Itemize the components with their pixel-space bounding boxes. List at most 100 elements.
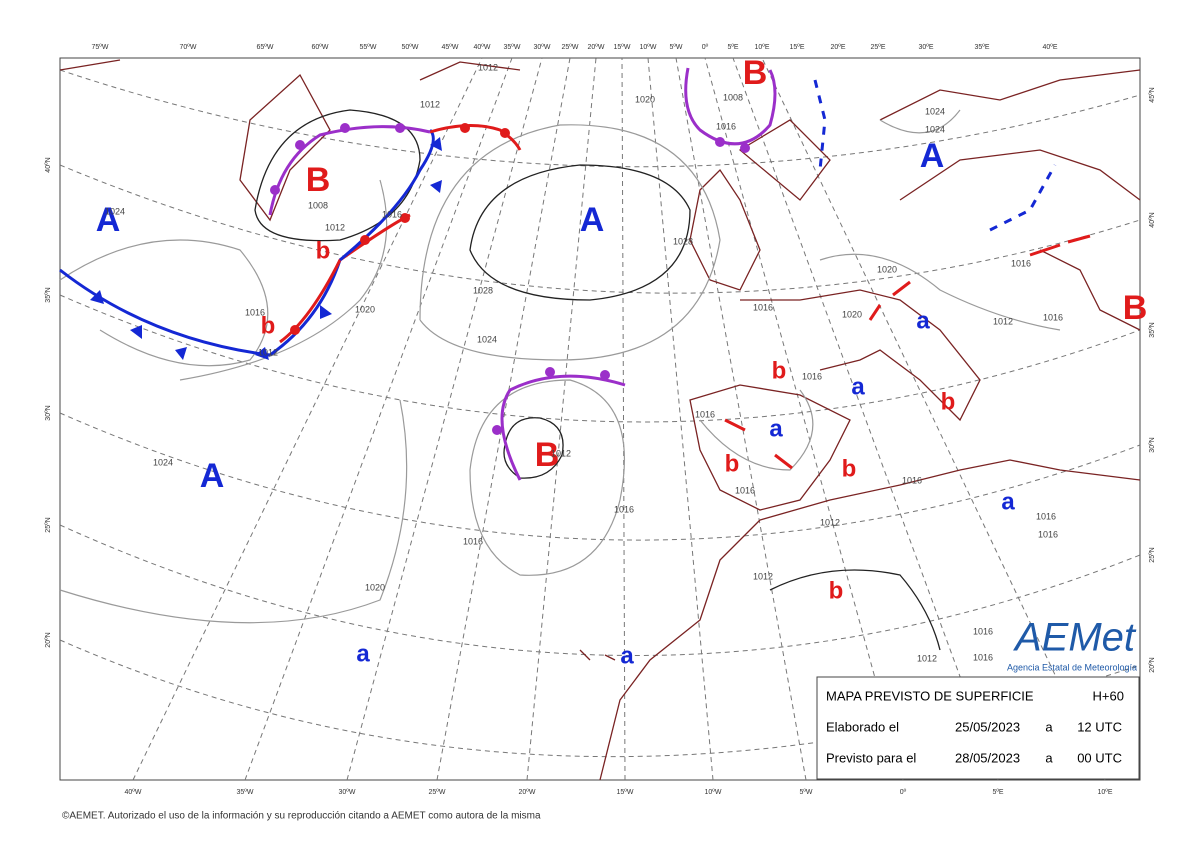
coastlines xyxy=(59,59,1141,781)
isobar-label: 1028 xyxy=(473,285,493,295)
meridian xyxy=(132,57,483,781)
isobar-label: 1012 xyxy=(478,62,498,72)
isobar-label: 1024 xyxy=(105,206,125,216)
pressure-center: A xyxy=(96,201,121,239)
bottom-label: 30ºW xyxy=(339,789,356,796)
pressure-center: A xyxy=(200,457,225,495)
isobar-label: 1016 xyxy=(802,371,822,381)
top-label: 10ºE xyxy=(754,44,769,51)
logo: AEMet Agencia Estatal de Meteorología xyxy=(1007,616,1137,673)
top-label: 70ºW xyxy=(180,44,197,51)
pressure-center: b xyxy=(261,312,276,339)
top-label: 0º xyxy=(702,44,709,51)
top-label: 75ºW xyxy=(92,44,109,51)
right-label: 30ºN xyxy=(1149,437,1156,452)
meridian xyxy=(704,57,904,781)
logo-name: AEMet xyxy=(1013,616,1137,660)
pressure-center: B xyxy=(306,161,331,199)
pressure-center: A xyxy=(580,201,605,239)
isobar-label: 1012 xyxy=(917,653,937,663)
top-label: 40ºW xyxy=(474,44,491,51)
bottom-label: 10ºE xyxy=(1097,789,1112,796)
isobar-label: 1012 xyxy=(993,316,1013,326)
pressure-center: a xyxy=(356,640,370,667)
isobar-label: 1024 xyxy=(925,106,945,116)
pressure-center: b xyxy=(725,450,740,477)
right-label: 45ºN xyxy=(1149,87,1156,102)
top-label: 5ºW xyxy=(669,44,682,51)
fronts xyxy=(59,67,1091,481)
meridian xyxy=(346,57,543,781)
bottom-label: 35ºW xyxy=(237,789,254,796)
top-label: 10ºW xyxy=(640,44,657,51)
isobar-label: 1012 xyxy=(325,222,345,232)
top-label: 15ºW xyxy=(614,44,631,51)
bottom-label: 0º xyxy=(900,789,907,796)
meridian xyxy=(647,57,714,781)
pressure-center: b xyxy=(316,237,331,264)
meridian xyxy=(732,57,999,781)
top-label: 5ºE xyxy=(727,44,738,51)
isobar-label: 1020 xyxy=(842,309,862,319)
pressure-center: b xyxy=(772,357,787,384)
isobar-label: 1016 xyxy=(382,209,402,219)
pressure-center: a xyxy=(851,373,865,400)
isobar-label: 1016 xyxy=(1011,258,1031,268)
isobar-label: 1016 xyxy=(463,536,483,546)
right-label: 40ºN xyxy=(1149,212,1156,227)
info-box: MAPA PREVISTO DE SUPERFICIE H+60 Elabora… xyxy=(816,676,1140,780)
top-label: 55ºW xyxy=(360,44,377,51)
meridian xyxy=(761,57,1106,781)
top-label: 50ºW xyxy=(402,44,419,51)
info-date: 25/05/2023 xyxy=(955,719,1020,734)
pressure-center: a xyxy=(1001,488,1015,515)
pressure-center: b xyxy=(941,388,956,415)
meridian xyxy=(621,57,626,781)
isobar-label: 1012 xyxy=(258,347,278,357)
isobar-label: 1016 xyxy=(245,307,265,317)
isobar-label: 1016 xyxy=(1036,511,1056,521)
left-label: 35ºN xyxy=(45,287,52,302)
bottom-label: 5ºW xyxy=(799,789,812,796)
isobar-label: 1028 xyxy=(673,236,693,246)
isobar-label: 1008 xyxy=(308,200,328,210)
pressure-center: B xyxy=(743,54,768,92)
top-label: 25ºE xyxy=(870,44,885,51)
top-label: 45ºW xyxy=(442,44,459,51)
pressure-center: a xyxy=(769,415,783,442)
isobar-label: 1016 xyxy=(753,302,773,312)
right-label: 20ºN xyxy=(1149,657,1156,672)
pressure-center: B xyxy=(535,436,560,474)
logo-subtitle: Agencia Estatal de Meteorología xyxy=(1007,662,1137,672)
meridian xyxy=(244,57,513,781)
bottom-label: 15ºW xyxy=(617,789,634,796)
labels: 75ºW 70ºW 65ºW 60ºW 55ºW 50ºW 45ºW 40ºW 35ºW 30ºW… xyxy=(45,44,1156,796)
isobars xyxy=(59,109,1061,651)
pressure-center: A xyxy=(920,137,945,175)
info-time: 12 UTC xyxy=(1077,719,1122,734)
footer: ©AEMET. Autorizado el uso de la informac… xyxy=(62,811,541,822)
bottom-label: 20ºW xyxy=(519,789,536,796)
isobar-label: 1020 xyxy=(635,94,655,104)
isobar-label: 1024 xyxy=(153,457,173,467)
isobar-label: 1012 xyxy=(820,517,840,527)
bottom-label: 40ºW xyxy=(125,789,142,796)
isobar-label: 1016 xyxy=(695,409,715,419)
bottom-label: 10ºW xyxy=(705,789,722,796)
meridian xyxy=(526,57,597,781)
info-title: MAPA PREVISTO DE SUPERFICIE xyxy=(826,688,1034,703)
isobar-label: 1012 xyxy=(551,448,571,458)
info-time: 00 UTC xyxy=(1077,750,1122,765)
top-label: 30ºW xyxy=(534,44,551,51)
isobar-label: 1020 xyxy=(877,264,897,274)
info-a: a xyxy=(1045,750,1053,765)
info-a: a xyxy=(1045,719,1053,734)
right-label: 35ºN xyxy=(1149,322,1156,337)
info-label: Elaborado el xyxy=(826,719,899,734)
top-label: 15ºE xyxy=(789,44,804,51)
top-label: 60ºW xyxy=(312,44,329,51)
top-label: 20ºW xyxy=(588,44,605,51)
isobar-label: 1016 xyxy=(902,475,922,485)
top-label: 35ºE xyxy=(974,44,989,51)
